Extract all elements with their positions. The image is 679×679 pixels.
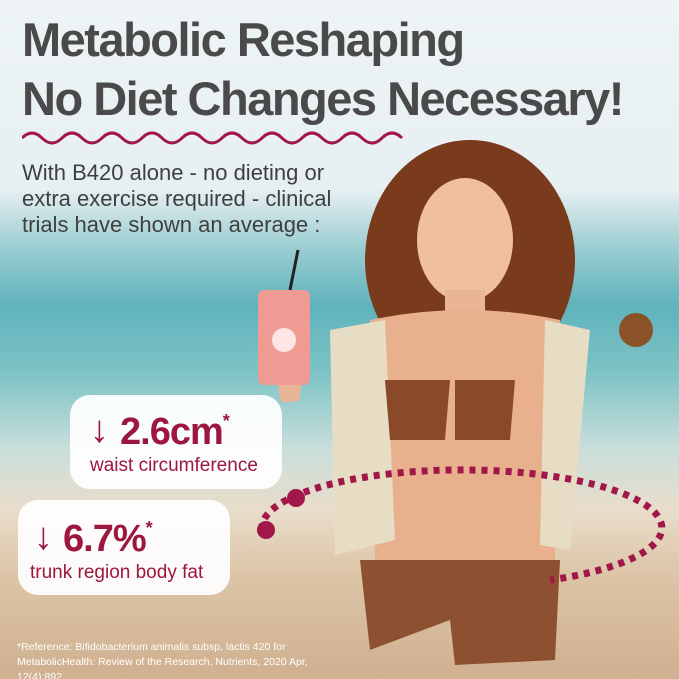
down-arrow-icon: ↓: [34, 516, 53, 558]
reference-footnote: *Reference: Bifidobacterium animalis sub…: [17, 641, 308, 679]
wavy-divider: [22, 131, 404, 145]
stat-label: waist circumference: [90, 455, 258, 476]
stat-card-body-fat: ↓ 6.7%* trunk region body fat: [18, 500, 230, 595]
stat-label: trunk region body fat: [30, 562, 204, 583]
headline-line-2: No Diet Changes Necessary!: [22, 72, 624, 125]
stat-value: 2.6cm*: [120, 411, 230, 453]
waist-dotted-ellipse: [258, 466, 666, 584]
stat-value: 6.7%*: [63, 518, 153, 560]
subtitle: With B420 alone - no dieting or extra ex…: [22, 160, 332, 237]
stat-card-waist: ↓ 2.6cm* waist circumference: [70, 395, 282, 489]
down-arrow-icon: ↓: [90, 409, 109, 451]
headline-line-1: Metabolic Reshaping: [22, 13, 465, 66]
